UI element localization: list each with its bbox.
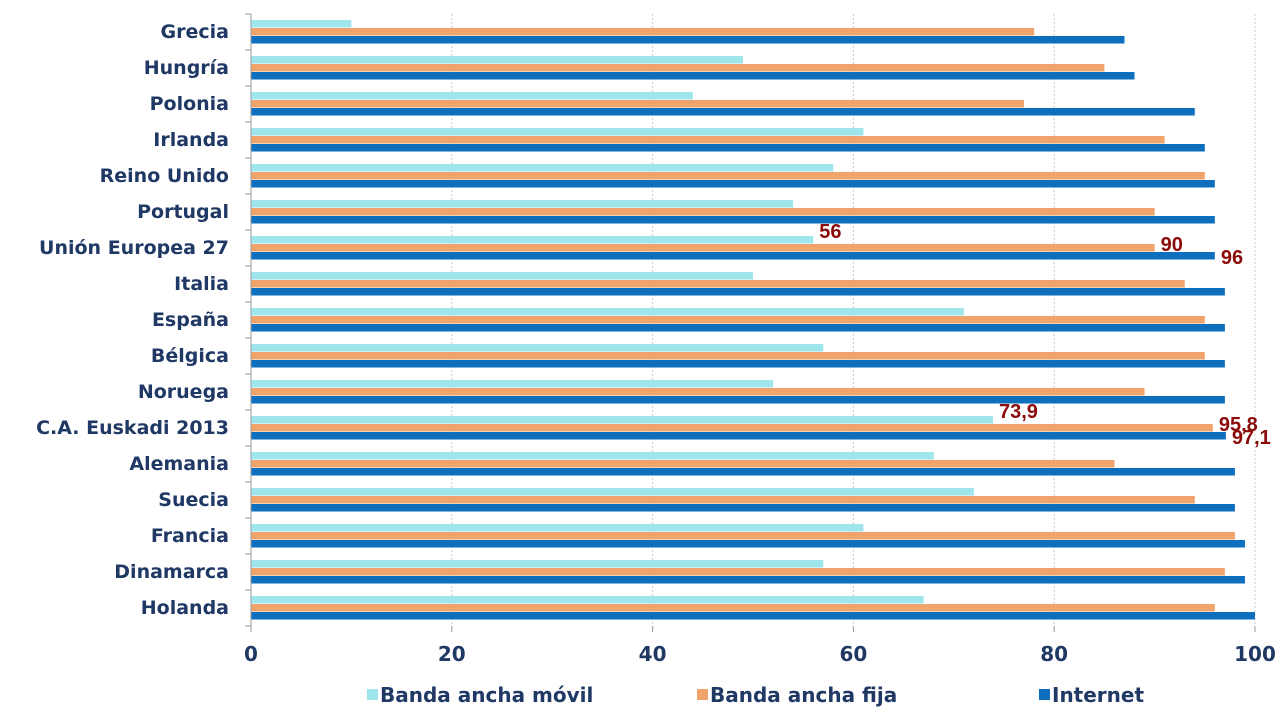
category-label: Holanda <box>141 597 229 619</box>
bar <box>251 324 1225 332</box>
bar <box>251 488 974 496</box>
bar <box>251 252 1215 260</box>
category-label: Unión Europea 27 <box>39 237 229 259</box>
bar <box>251 64 1105 72</box>
bar <box>251 596 924 604</box>
legend-label: Banda ancha fija <box>710 683 897 707</box>
bar <box>251 56 743 64</box>
category-label: Suecia <box>158 489 229 511</box>
bar <box>251 424 1213 432</box>
category-label: España <box>152 309 229 331</box>
bar <box>251 28 1035 36</box>
bar <box>251 540 1245 548</box>
data-label: 90 <box>1161 234 1183 256</box>
bar <box>251 272 753 280</box>
bar <box>251 208 1155 216</box>
category-labels: Grecia Hungría Polonia Irlanda Reino Unido Po… <box>36 21 229 619</box>
bar <box>251 236 814 244</box>
bar <box>251 568 1225 576</box>
bar <box>251 452 934 460</box>
bar <box>251 360 1225 368</box>
x-tick-label: 80 <box>1040 642 1068 666</box>
bar <box>251 432 1226 440</box>
x-tick-label: 20 <box>438 642 466 666</box>
legend-label: Banda ancha móvil <box>380 683 593 707</box>
bar <box>251 524 864 532</box>
bar <box>251 576 1245 584</box>
bars <box>251 20 1255 620</box>
bar <box>251 164 834 172</box>
legend-swatch <box>367 689 378 700</box>
category-label: Dinamarca <box>114 561 229 583</box>
category-label: Noruega <box>138 381 229 403</box>
x-tick-label: 100 <box>1234 642 1276 666</box>
data-label: 73,9 <box>999 401 1038 423</box>
category-label: Italia <box>174 273 229 295</box>
bar <box>251 612 1255 620</box>
category-label: Grecia <box>161 21 229 43</box>
category-label: Alemania <box>129 453 229 475</box>
data-label: 56 <box>819 221 841 243</box>
bar <box>251 20 352 28</box>
bar <box>251 468 1235 476</box>
category-label: Reino Unido <box>100 165 229 187</box>
data-labels: 56 90 96 73,9 95,897,1 <box>819 221 1271 449</box>
bar <box>251 92 693 100</box>
x-tick-label: 40 <box>639 642 667 666</box>
bar <box>251 36 1125 44</box>
legend: Banda ancha móvil Banda ancha fija Interne… <box>367 683 1144 707</box>
bar <box>251 128 864 136</box>
bar <box>251 100 1025 108</box>
legend-swatch <box>1039 689 1050 700</box>
bar <box>251 280 1185 288</box>
bar <box>251 316 1205 324</box>
bar <box>251 460 1115 468</box>
bar <box>251 200 794 208</box>
data-label: 95,8 <box>1219 414 1258 436</box>
bar <box>251 532 1235 540</box>
category-label: Portugal <box>137 201 229 223</box>
bar <box>251 244 1155 252</box>
category-label: Hungría <box>144 57 229 79</box>
category-label: C.A. Euskadi 2013 <box>36 417 229 439</box>
bar <box>251 180 1215 188</box>
bar <box>251 352 1205 360</box>
bar <box>251 604 1215 612</box>
bar <box>251 380 774 388</box>
bar <box>251 172 1205 180</box>
bar <box>251 72 1135 80</box>
category-label: Francia <box>151 525 229 547</box>
bar <box>251 388 1145 396</box>
bar <box>251 504 1235 512</box>
bar <box>251 136 1165 144</box>
bar <box>251 144 1205 152</box>
x-tick-label: 60 <box>839 642 867 666</box>
bar <box>251 416 993 424</box>
category-label: Polonia <box>150 93 229 115</box>
bar <box>251 288 1225 296</box>
legend-swatch <box>697 689 708 700</box>
bar <box>251 560 824 568</box>
bar <box>251 308 964 316</box>
bar <box>251 496 1195 504</box>
bar <box>251 396 1225 404</box>
bar <box>251 344 824 352</box>
bar <box>251 108 1195 116</box>
data-label: 96 <box>1221 247 1243 269</box>
category-label: Irlanda <box>153 129 229 151</box>
data-label: 97,1 <box>1232 427 1271 449</box>
bar <box>251 216 1215 224</box>
category-label: Bélgica <box>151 345 229 367</box>
legend-label: Internet <box>1052 683 1144 707</box>
value-axis: 0 20 40 60 80 100 <box>244 13 1276 666</box>
x-tick-label: 0 <box>244 642 258 666</box>
